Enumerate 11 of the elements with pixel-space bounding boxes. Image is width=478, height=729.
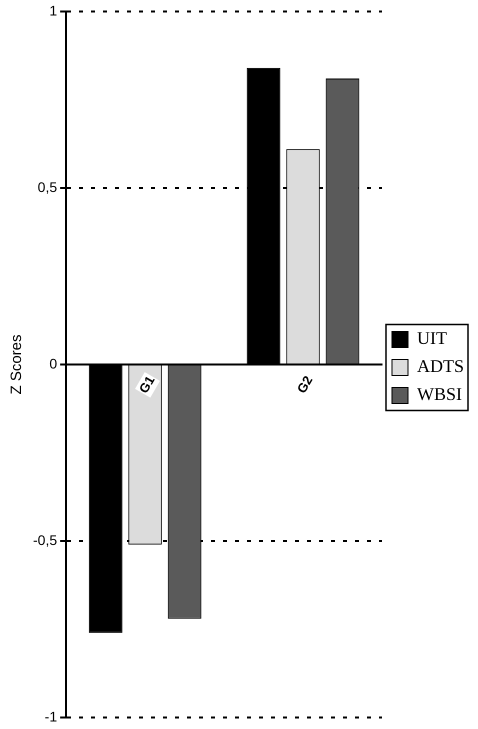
y-tick-label: 0,5 [38,178,58,195]
legend-label: ADTS [416,356,464,376]
y-axis-title: Z Scores [8,334,26,395]
x-tick-label: G1 [136,373,158,396]
x-tick-label: G2 [294,373,316,396]
y-tick-label: 1 [49,2,58,18]
legend-label: UIT [416,328,447,348]
y-tick-label: 0 [49,355,58,372]
legend-label: WBSI [416,384,462,404]
y-tick-label: -1 [44,708,58,724]
y-tick-label: -0,5 [33,532,58,548]
